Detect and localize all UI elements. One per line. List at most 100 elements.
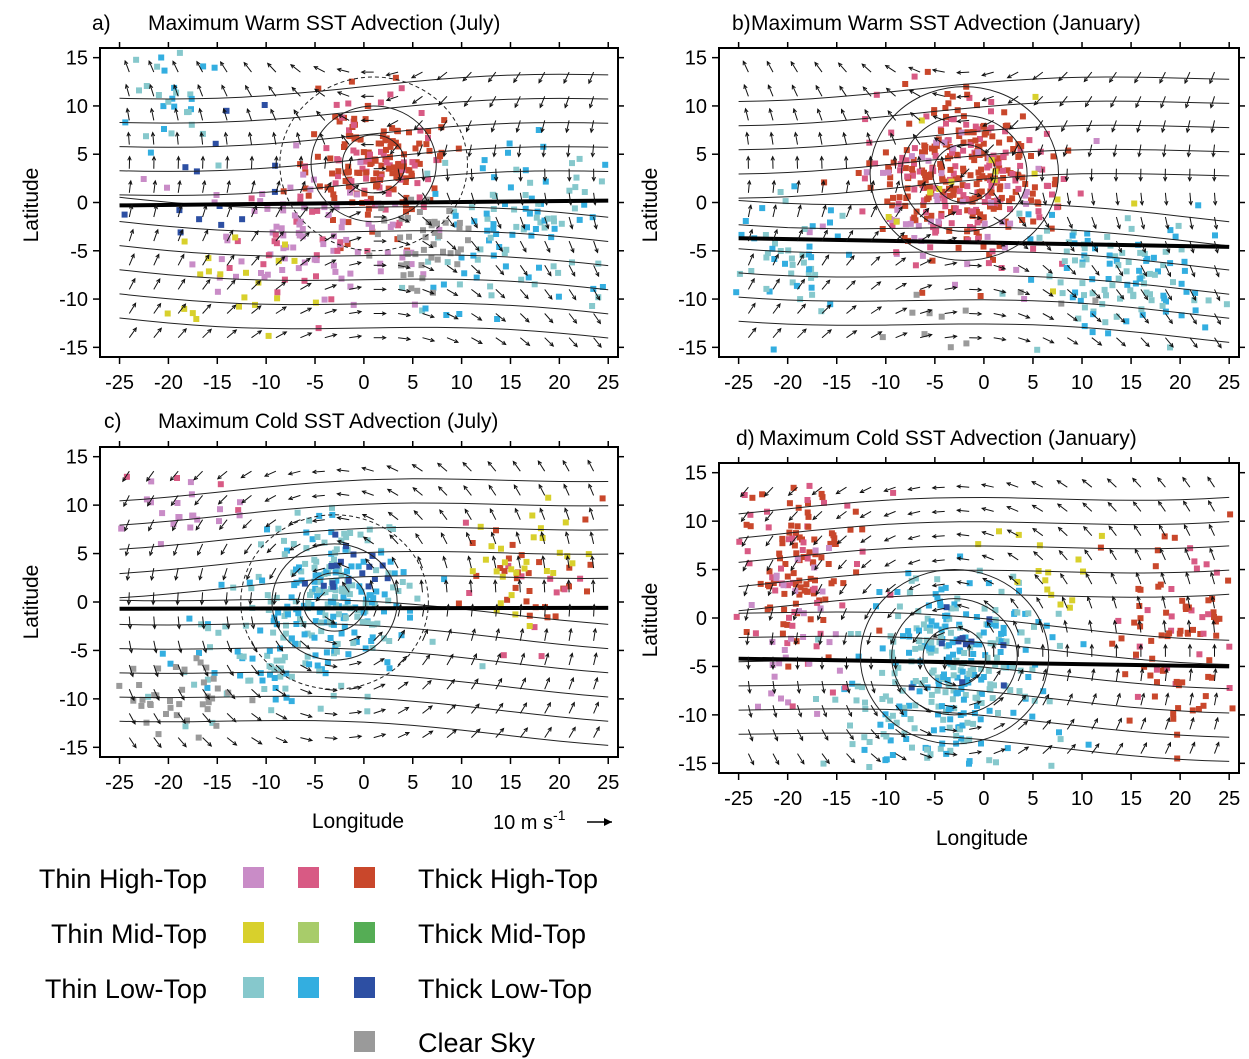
cloud-cell bbox=[311, 131, 318, 138]
wind-vector bbox=[491, 120, 497, 132]
cloud-cell bbox=[279, 267, 286, 273]
cloud-cell bbox=[214, 685, 221, 692]
cloud-cell bbox=[288, 698, 295, 705]
wind-vector-head bbox=[204, 229, 209, 235]
wind-vector bbox=[251, 255, 260, 266]
wind-vector bbox=[794, 132, 798, 145]
wind-vector-head bbox=[156, 719, 161, 725]
streamline bbox=[119, 317, 609, 339]
cloud-cell bbox=[1077, 190, 1084, 197]
wind-vector bbox=[269, 567, 277, 579]
x-tick-label: 20 bbox=[548, 372, 570, 394]
cloud-cell bbox=[399, 579, 406, 585]
wind-vector-head bbox=[931, 607, 937, 613]
cloud-cell bbox=[829, 689, 836, 696]
wind-vector bbox=[846, 205, 852, 218]
cloud-cell bbox=[939, 188, 946, 195]
wind-vector-head bbox=[908, 66, 914, 71]
wind-vector-head bbox=[1073, 316, 1078, 322]
cloud-cell bbox=[918, 644, 924, 651]
cloud-cell bbox=[889, 654, 896, 661]
wind-vector-head bbox=[564, 103, 569, 109]
cloud-cell bbox=[215, 629, 222, 636]
cloud-cell bbox=[1117, 295, 1123, 302]
cloud-cell bbox=[826, 545, 832, 551]
cloud-cell bbox=[281, 537, 287, 544]
cloud-cell bbox=[946, 143, 953, 150]
wind-vector-head bbox=[1046, 719, 1052, 725]
wind-vector-head bbox=[1024, 746, 1030, 751]
wind-vector bbox=[245, 85, 252, 97]
wind-vector bbox=[860, 510, 872, 518]
cloud-cell bbox=[493, 527, 499, 534]
cloud-cell bbox=[381, 217, 388, 224]
wind-vector-head bbox=[976, 700, 982, 705]
cloud-cell bbox=[932, 185, 939, 192]
panel-a-ylabel: Latitude bbox=[20, 168, 43, 243]
x-tick-label: -15 bbox=[822, 372, 851, 394]
wind-vector-head bbox=[588, 483, 593, 489]
wind-vector bbox=[128, 592, 130, 605]
wind-vector-head bbox=[982, 122, 988, 127]
cloud-cell bbox=[423, 141, 430, 148]
cloud-cell bbox=[772, 240, 778, 247]
cloud-cell bbox=[938, 640, 945, 647]
wind-vector-head bbox=[956, 556, 962, 561]
cloud-cell bbox=[341, 530, 348, 537]
wind-vector-head bbox=[243, 61, 249, 67]
wind-vector bbox=[1184, 71, 1191, 84]
cloud-cell bbox=[424, 170, 431, 177]
cloud-cell bbox=[1059, 290, 1066, 297]
wind-vector bbox=[471, 313, 482, 321]
cloud-cell bbox=[1009, 171, 1016, 177]
cloud-cell bbox=[862, 699, 868, 706]
cloud-cell bbox=[521, 565, 528, 572]
wind-vector-head bbox=[129, 204, 134, 210]
wind-vector bbox=[544, 677, 550, 690]
cloud-cell bbox=[974, 695, 981, 702]
wind-vector-head bbox=[776, 302, 781, 308]
wind-vector-head bbox=[1071, 270, 1077, 276]
wind-vector-head bbox=[742, 60, 747, 66]
cloud-cell bbox=[312, 299, 319, 306]
wind-vector bbox=[1165, 337, 1174, 348]
wind-vector bbox=[1209, 71, 1215, 84]
legend-swatch-thin-mid-top bbox=[243, 922, 264, 943]
cloud-cell bbox=[116, 682, 123, 689]
cloud-cell bbox=[323, 568, 330, 575]
cloud-cell bbox=[322, 612, 329, 619]
cloud-cell bbox=[1136, 267, 1143, 274]
cloud-cell bbox=[896, 194, 903, 201]
cloud-cell bbox=[399, 254, 406, 261]
cloud-cell bbox=[887, 697, 894, 704]
wind-vector-head bbox=[391, 556, 396, 562]
legend: Thin High-Top Thick High-Top Thin Mid-To… bbox=[39, 864, 598, 1058]
wind-vector-head bbox=[1161, 128, 1166, 134]
wind-vector-head bbox=[956, 70, 962, 75]
wind-vector bbox=[1109, 71, 1117, 83]
cloud-cell bbox=[825, 654, 832, 661]
cloud-cell bbox=[1019, 174, 1026, 181]
wind-vector bbox=[466, 120, 472, 132]
wind-vector-head bbox=[469, 176, 475, 182]
wind-vector bbox=[913, 134, 921, 145]
cloud-cell bbox=[976, 632, 983, 639]
wind-vector-head bbox=[269, 574, 274, 580]
cloud-cell bbox=[792, 588, 799, 595]
wind-vector-head bbox=[907, 486, 913, 492]
wind-vector-head bbox=[791, 84, 796, 90]
wind-vector bbox=[1066, 669, 1071, 682]
wind-vector bbox=[440, 120, 448, 131]
wind-vector bbox=[1184, 548, 1191, 561]
cloud-cell bbox=[297, 616, 303, 623]
cloud-cell bbox=[954, 674, 961, 681]
wind-vector-head bbox=[1048, 292, 1054, 297]
cloud-cell bbox=[942, 623, 949, 630]
wind-vector bbox=[411, 71, 423, 79]
cloud-cell bbox=[314, 578, 321, 585]
cloud-cell bbox=[385, 165, 392, 172]
wind-vector bbox=[846, 280, 856, 290]
cloud-cell bbox=[970, 720, 977, 727]
wind-vector-head bbox=[379, 658, 385, 663]
wind-vector bbox=[194, 495, 203, 506]
